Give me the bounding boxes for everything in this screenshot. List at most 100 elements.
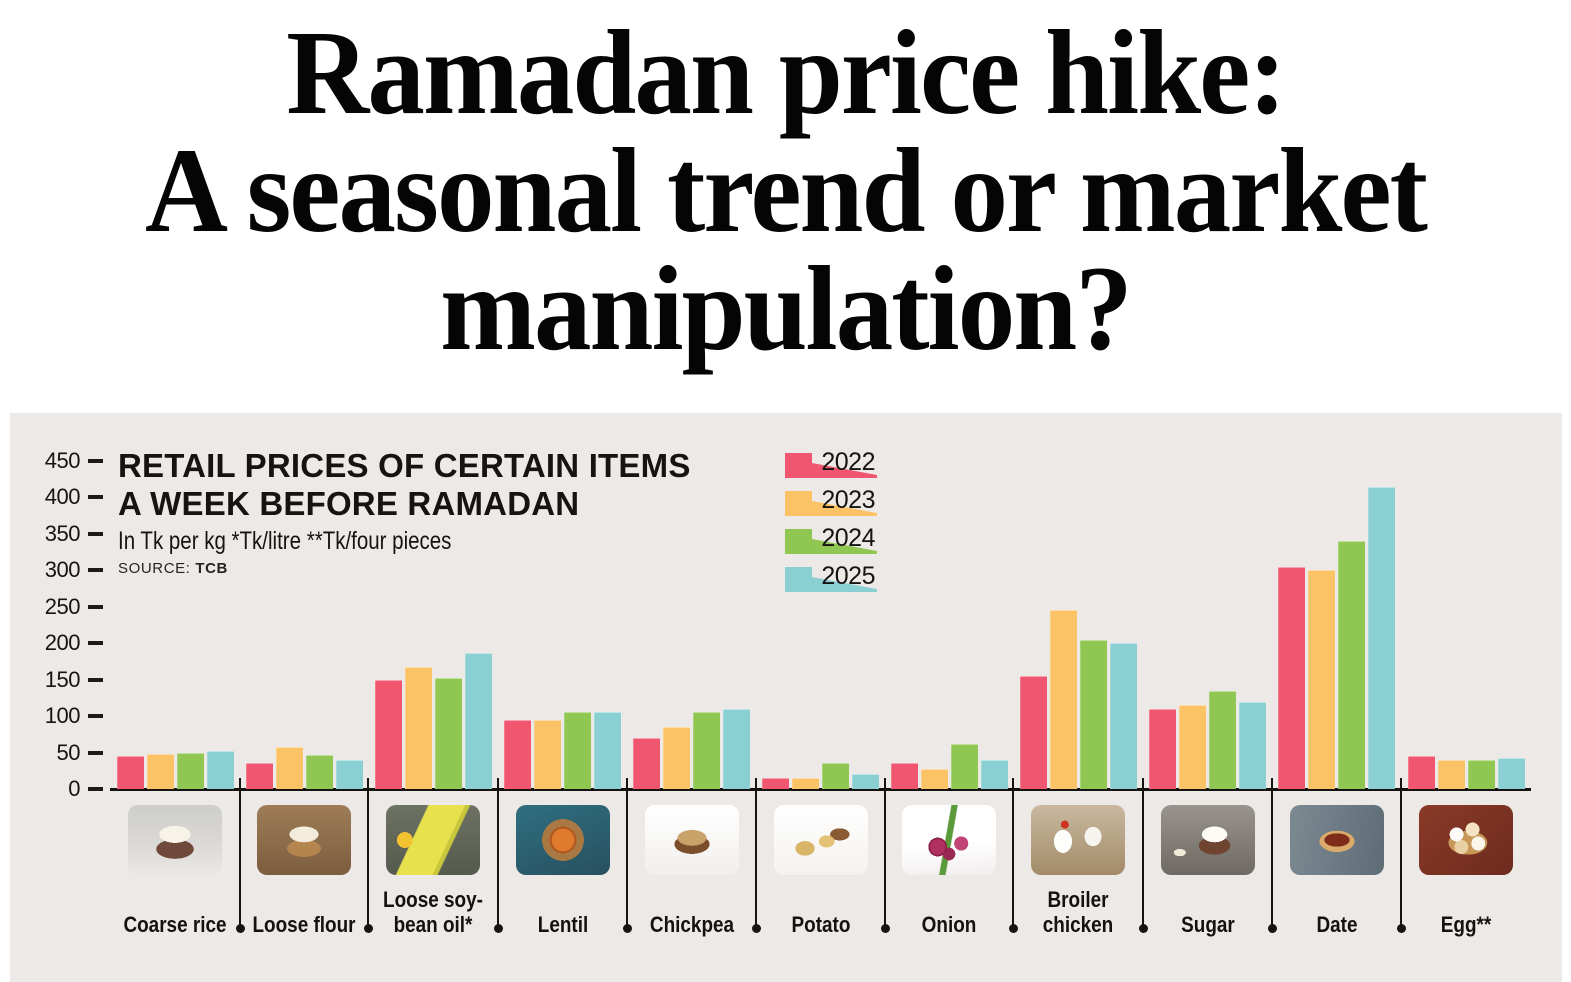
soybean-oil-photo — [386, 805, 480, 875]
category-label-potato: Potato — [756, 877, 885, 937]
y-axis-tick-dash — [88, 531, 103, 536]
bar-2022-coarse-rice — [117, 756, 144, 789]
sugar-photo — [1160, 805, 1255, 875]
category-label-egg: Egg** — [1402, 877, 1531, 937]
bar-2022-sugar — [1149, 709, 1176, 789]
egg-photo — [1419, 805, 1513, 875]
category-divider — [367, 778, 369, 928]
category-divider — [626, 778, 628, 928]
onion-photo — [902, 805, 996, 875]
divider-dot — [1397, 924, 1406, 933]
source-line: SOURCE: TCB — [118, 560, 691, 577]
bar-2025-date — [1368, 487, 1395, 789]
y-axis-tick-label: 100 — [44, 703, 81, 729]
chart-heading: RETAIL PRICES OF CERTAIN ITEMS A WEEK BE… — [118, 447, 691, 577]
bar-2025-lentil — [594, 712, 621, 789]
bar-2023-loose-flour — [276, 747, 303, 789]
category-divider — [497, 778, 499, 928]
category-label-line: chicken — [1042, 912, 1114, 937]
category-label-sugar: Sugar — [1143, 877, 1272, 937]
divider-dot — [881, 924, 890, 933]
headline-text: Ramadan price hike: A seasonal trend or … — [39, 13, 1531, 376]
bar-2024-loose-soy-bean-oil — [435, 678, 462, 789]
category-divider — [1400, 778, 1402, 928]
category-label-line: Broiler — [1047, 887, 1109, 912]
headline: Ramadan price hike: A seasonal trend or … — [0, 0, 1571, 410]
y-axis-tick-label: 300 — [44, 557, 81, 583]
bar-2023-date — [1308, 570, 1335, 789]
category-label-loose-flour: Loose flour — [240, 877, 369, 937]
bar-2023-chickpea — [663, 727, 690, 789]
lentil-photo — [515, 805, 610, 875]
bar-2024-broiler-chicken — [1080, 640, 1107, 789]
headline-line-2: A seasonal trend or market — [144, 124, 1428, 258]
y-axis-tick-dash — [88, 568, 103, 573]
legend-item-2024: 2024 — [785, 524, 877, 556]
divider-dot — [494, 924, 503, 933]
y-axis-tick-dash — [88, 714, 103, 719]
bar-2025-loose-flour — [336, 760, 363, 789]
category-label-onion: Onion — [885, 877, 1014, 937]
bar-2022-broiler-chicken — [1020, 676, 1047, 789]
bar-2022-loose-soy-bean-oil — [375, 680, 402, 789]
bar-2024-onion — [951, 744, 978, 789]
category-divider — [884, 778, 886, 928]
chart-title-line-1: RETAIL PRICES OF CERTAIN ITEMS — [118, 447, 691, 484]
bar-2024-egg — [1468, 760, 1495, 789]
bar-2023-onion — [921, 769, 948, 789]
y-axis-tick-label: 250 — [44, 593, 81, 619]
legend-swatch-icon — [785, 491, 877, 516]
bar-2024-coarse-rice — [177, 753, 204, 789]
legend-item-2025: 2025 — [785, 562, 877, 594]
y-axis-tick-dash — [88, 750, 103, 755]
y-axis-tick-label: 150 — [44, 666, 81, 692]
source-label: SOURCE: — [118, 560, 191, 577]
category-label-line: Loose soy- — [383, 887, 483, 912]
divider-dot — [1268, 924, 1277, 933]
bar-2023-egg — [1438, 760, 1465, 789]
category-label-lentil: Lentil — [498, 877, 627, 937]
source-value: TCB — [195, 560, 228, 577]
bar-2023-lentil — [534, 720, 561, 789]
y-axis-tick-label: 0 — [68, 776, 80, 801]
bar-2023-coarse-rice — [147, 754, 174, 789]
category-label-line: Loose flour — [252, 912, 356, 937]
category-label-line: Sugar — [1180, 912, 1235, 937]
legend-year: 2024 — [821, 524, 875, 552]
legend: 2022 2023 2024 2025 — [785, 448, 877, 602]
category-label-broiler-chicken: Broiler chicken — [1014, 877, 1143, 937]
divider-dot — [364, 924, 373, 933]
y-axis-tick-label: 350 — [44, 520, 81, 546]
bar-2024-lentil — [564, 712, 591, 789]
broiler-chicken-photo — [1031, 805, 1125, 875]
y-axis-tick-dash — [88, 787, 103, 791]
bar-2023-broiler-chicken — [1050, 610, 1077, 789]
category-divider — [1142, 778, 1144, 928]
category-divider — [755, 778, 757, 928]
coarse-rice-photo — [128, 805, 222, 875]
bar-2022-onion — [891, 763, 918, 789]
loose-flour-photo — [257, 805, 351, 875]
y-axis-tick-label: 450 — [44, 447, 81, 473]
headline-line-3: manipulation? — [440, 242, 1133, 376]
bar-2022-loose-flour — [246, 763, 273, 789]
bar-2022-chickpea — [633, 738, 660, 789]
legend-item-2022: 2022 — [785, 448, 877, 480]
divider-dot — [623, 924, 632, 933]
legend-swatch-icon — [785, 529, 877, 554]
y-axis-tick-dash — [88, 495, 103, 500]
bar-2024-chickpea — [693, 712, 720, 789]
date-photo — [1289, 805, 1384, 875]
category-label-chickpea: Chickpea — [627, 877, 756, 937]
bar-2024-loose-flour — [306, 755, 333, 789]
divider-dot — [236, 924, 245, 933]
potato-photo — [773, 805, 868, 875]
legend-year: 2023 — [821, 486, 875, 514]
bar-2025-onion — [981, 760, 1008, 789]
bar-2022-date — [1278, 567, 1305, 789]
bar-2025-coarse-rice — [207, 751, 234, 789]
bar-2023-sugar — [1179, 705, 1206, 789]
y-axis-tick-dash — [88, 458, 103, 463]
legend-item-2023: 2023 — [785, 486, 877, 518]
legend-year: 2025 — [821, 562, 875, 590]
